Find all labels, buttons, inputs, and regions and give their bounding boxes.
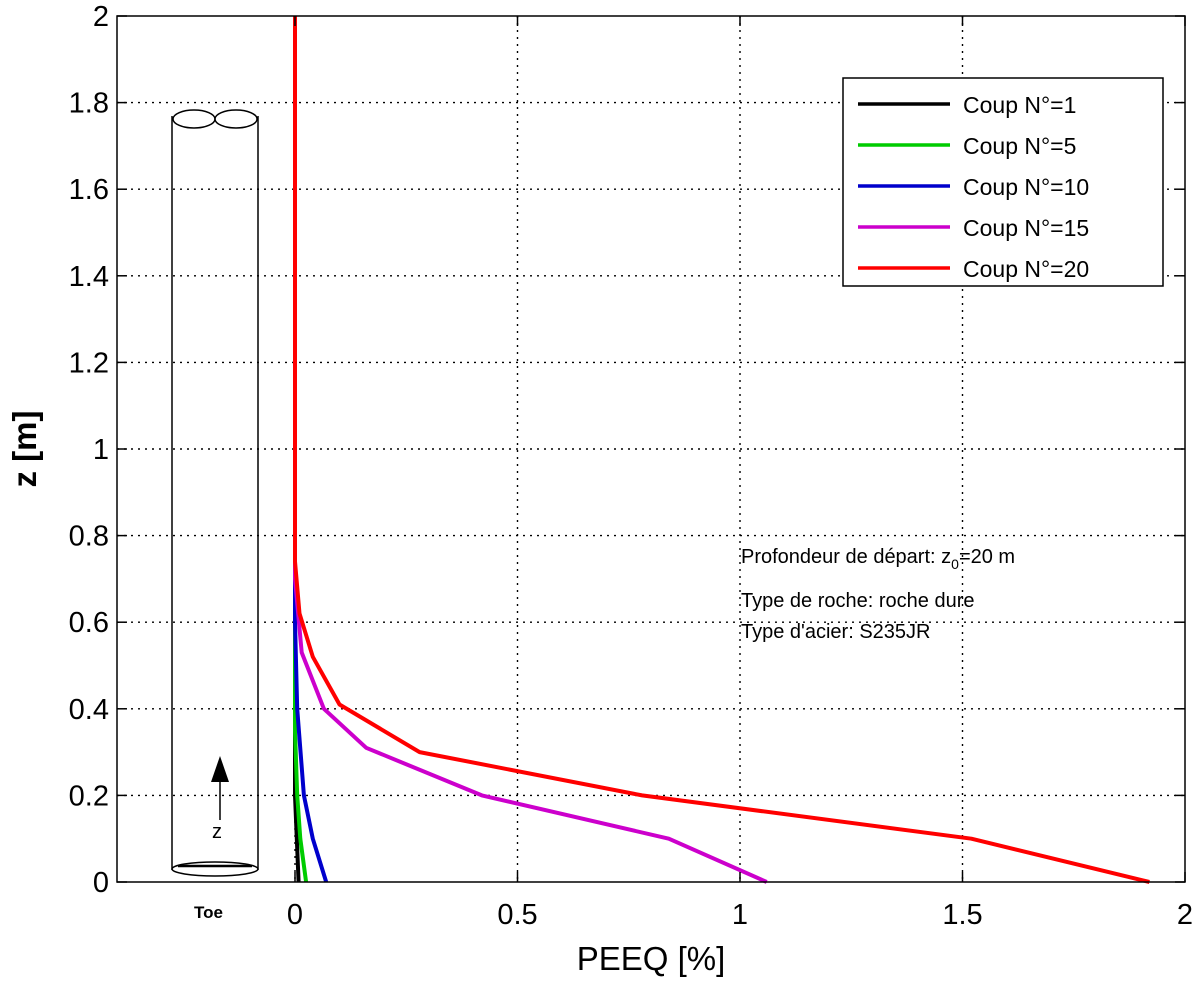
y-tick-label: 0.4	[69, 694, 109, 726]
annotation-depth: Profondeur de départ: z0=20 m	[741, 546, 1015, 572]
annotation-rock: Type de roche: roche dure	[741, 590, 974, 612]
legend-label-1: Coup N°=1	[963, 92, 1076, 118]
y-tick-label: 1.8	[69, 88, 109, 120]
y-tick-label: 1.2	[69, 347, 109, 379]
y-tick-label: 0.8	[69, 521, 109, 553]
tick-labels: 0 0.5 1 1.5 2 0 0.2 0.4 0.6 0.8 1 1.2 1.4 1.6 1.8 2	[69, 1, 1193, 931]
series-lines	[293, 16, 1150, 884]
x-axis-label: PEEQ [%]	[577, 940, 726, 977]
pile-top-left-lobe	[172, 109, 216, 129]
x-tick-label: 2	[1177, 899, 1193, 931]
toe-label: Toe	[194, 903, 223, 922]
y-tick-label: 0.2	[69, 780, 109, 812]
series-line-5	[293, 16, 1150, 884]
x-tick-label: 1.5	[942, 899, 982, 931]
y-tick-label: 0.6	[69, 607, 109, 639]
annotation-steel: Type d'acier: S235JR	[741, 621, 930, 643]
y-tick-label: 2	[93, 1, 109, 33]
legend-label-3: Coup N°=10	[963, 174, 1089, 200]
y-tick-label: 0	[93, 867, 109, 899]
pile-sketch: z Toe	[171, 109, 259, 922]
legend-label-5: Coup N°=20	[963, 256, 1089, 282]
annotation-box: Profondeur de départ: z0=20 m Type de ro…	[741, 546, 1015, 643]
z-arrow-head	[211, 756, 229, 782]
legend-box	[842, 77, 1164, 287]
grid-lines	[117, 16, 1185, 882]
x-tick-label: 1	[732, 899, 748, 931]
y-axis-label: z [m]	[6, 411, 43, 488]
legend: Coup N°=1 Coup N°=5 Coup N°=10 Coup N°=15 Co…	[842, 77, 1164, 287]
legend-label-4: Coup N°=15	[963, 215, 1089, 241]
pile-top-right-lobe	[214, 109, 258, 129]
y-tick-label: 1.6	[69, 174, 109, 206]
y-tick-label: 1	[93, 434, 109, 466]
x-tick-label: 0	[287, 899, 303, 931]
legend-label-2: Coup N°=5	[963, 133, 1076, 159]
pile-bottom-ring	[171, 861, 259, 877]
y-tick-label: 1.4	[69, 261, 109, 293]
z-arrow-label: z	[212, 821, 222, 843]
x-tick-label: 0.5	[497, 899, 537, 931]
